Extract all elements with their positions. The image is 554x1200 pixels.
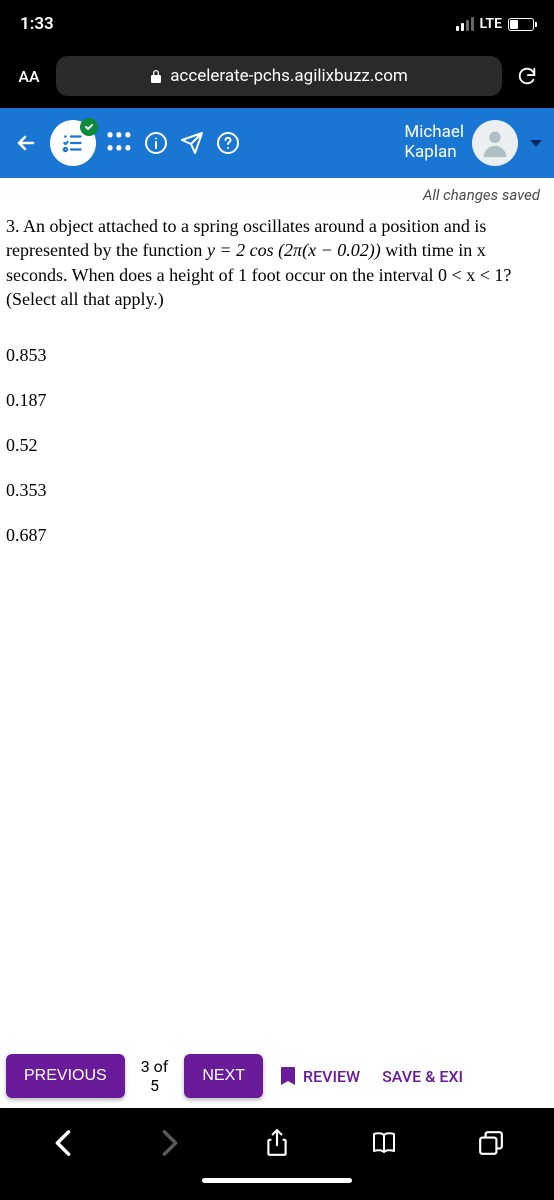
battery-icon [508, 18, 534, 31]
check-badge [80, 118, 98, 136]
arrow-left-icon [14, 131, 38, 155]
save-status: All changes saved [0, 178, 554, 210]
carrier-label: LTE [480, 16, 502, 32]
previous-button[interactable]: PREVIOUS [6, 1054, 125, 1098]
text-size-button[interactable]: AA [12, 67, 46, 86]
share-icon [266, 1129, 288, 1157]
book-icon [371, 1131, 397, 1155]
signal-icon [456, 17, 474, 31]
home-indicator-area [0, 1178, 554, 1200]
user-name: Michael Kaplan [404, 123, 464, 162]
user-menu[interactable]: Michael Kaplan [404, 120, 542, 166]
question-icon [216, 131, 240, 155]
next-button[interactable]: NEXT [184, 1054, 263, 1098]
options-list: 0.853 0.187 0.52 0.353 0.687 [6, 333, 548, 558]
option-item[interactable]: 0.853 [6, 333, 548, 378]
save-exit-button[interactable]: SAVE & EXI [376, 1067, 469, 1086]
bookmarks-button[interactable] [364, 1123, 404, 1163]
chevron-down-icon [530, 140, 542, 147]
home-indicator[interactable] [202, 1178, 352, 1183]
chevron-right-icon [160, 1129, 180, 1157]
assessment-button[interactable] [50, 120, 96, 166]
url-text: accelerate-pchs.agilixbuzz.com [170, 66, 408, 86]
send-button[interactable] [179, 130, 205, 156]
help-button[interactable] [215, 130, 241, 156]
share-button[interactable] [257, 1123, 297, 1163]
url-field[interactable]: accelerate-pchs.agilixbuzz.com [56, 56, 502, 96]
paper-plane-icon [180, 131, 204, 155]
ios-status-bar: 1:33 LTE [0, 0, 554, 48]
question-content: 3. An object attached to a spring oscill… [0, 210, 554, 1044]
page-indicator: 3 of 5 [135, 1057, 175, 1095]
more-menu-button[interactable]: •••••• [106, 131, 133, 155]
action-bar: PREVIOUS 3 of 5 NEXT REVIEW SAVE & EXI [0, 1044, 554, 1108]
status-right-cluster: LTE [456, 16, 534, 32]
app-header: •••••• Michael Kaplan [0, 108, 554, 178]
person-icon [478, 126, 512, 160]
option-item[interactable]: 0.687 [6, 513, 548, 558]
checklist-icon [60, 130, 86, 156]
reload-icon [516, 65, 538, 87]
avatar [472, 120, 518, 166]
info-icon [144, 131, 168, 155]
option-item[interactable]: 0.353 [6, 468, 548, 513]
safari-toolbar [0, 1108, 554, 1178]
back-button[interactable] [12, 129, 40, 157]
safari-url-bar: AA accelerate-pchs.agilixbuzz.com [0, 48, 554, 108]
review-button[interactable]: REVIEW [273, 1066, 366, 1086]
browser-back-button[interactable] [43, 1123, 83, 1163]
reload-button[interactable] [512, 65, 542, 87]
question-text: 3. An object attached to a spring oscill… [6, 214, 548, 311]
browser-forward-button[interactable] [150, 1123, 190, 1163]
option-item[interactable]: 0.187 [6, 378, 548, 423]
info-button[interactable] [143, 130, 169, 156]
option-item[interactable]: 0.52 [6, 423, 548, 468]
tabs-button[interactable] [471, 1123, 511, 1163]
chevron-left-icon [53, 1129, 73, 1157]
check-icon [84, 122, 94, 132]
lock-icon [150, 69, 162, 83]
bookmark-icon [279, 1066, 297, 1086]
status-time: 1:33 [20, 14, 54, 34]
tabs-icon [478, 1130, 504, 1156]
